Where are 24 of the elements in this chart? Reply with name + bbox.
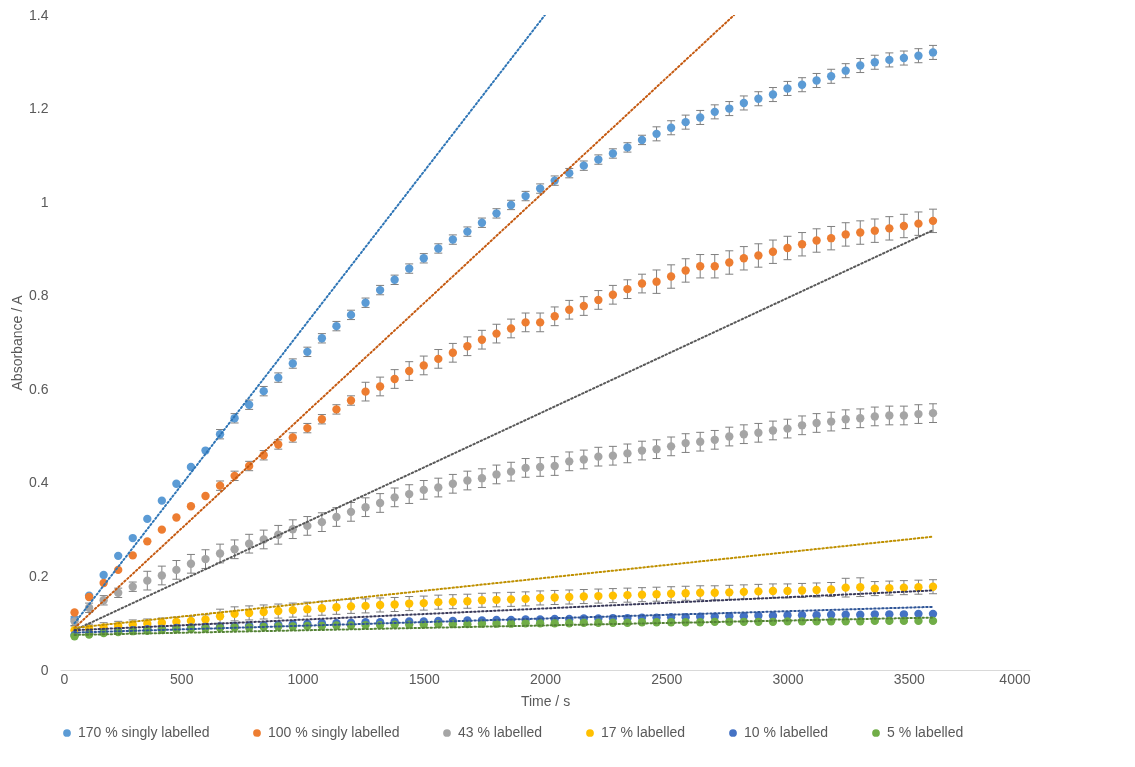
y-tick-label: 0.4 <box>29 474 49 491</box>
x-axis-title: Time / s <box>520 692 571 709</box>
legend-label: 17 % labelled <box>601 724 686 740</box>
y-tick-label: 1.4 <box>29 6 49 23</box>
x-tick-label: 4000 <box>999 670 1031 687</box>
x-tick-label: 500 <box>170 670 194 687</box>
legend-label: 100 % singly labelled <box>268 724 400 740</box>
y-tick-label: 1.2 <box>29 100 49 117</box>
x-tick-label: 3500 <box>893 670 926 687</box>
legend-label: 5 % labelled <box>887 724 964 740</box>
y-tick-label: 0.2 <box>29 567 49 584</box>
x-tick-label: 0 <box>60 670 69 687</box>
y-tick-label: 0.6 <box>29 380 49 397</box>
legend-label: 43 % labelled <box>458 724 543 740</box>
x-tick-label: 2000 <box>529 670 562 687</box>
x-tick-label: 1000 <box>287 670 319 687</box>
x-tick-label: 2500 <box>651 670 683 687</box>
x-tick-label: 1500 <box>408 670 441 687</box>
legend-label: 170 % singly labelled <box>78 724 210 740</box>
y-axis-title: Absorbance / A <box>9 294 26 391</box>
y-tick-label: 1 <box>40 193 49 210</box>
x-tick-label: 3000 <box>772 670 804 687</box>
y-tick-label: 0.8 <box>29 287 49 304</box>
legend-label: 10 % labelled <box>744 724 829 740</box>
